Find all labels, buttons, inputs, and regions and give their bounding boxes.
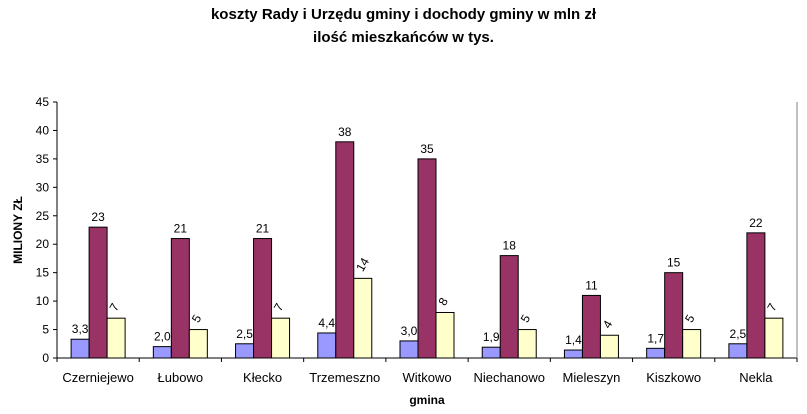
data-label-series-1: 4,4 bbox=[318, 316, 335, 330]
bar-series-2-kłecko bbox=[253, 238, 273, 359]
data-label-series-1: 2,0 bbox=[154, 330, 171, 344]
y-tick-label: 30 bbox=[36, 180, 50, 194]
data-label-series-3: 8 bbox=[435, 295, 451, 308]
x-axis-title: gmina bbox=[409, 393, 445, 407]
data-label-series-2: 21 bbox=[174, 222, 188, 236]
y-tick-label: 20 bbox=[36, 237, 50, 251]
bar-series-1-niechanowo bbox=[481, 346, 501, 359]
bar-series-1-trzemeszno bbox=[317, 332, 337, 359]
bar-series-3-trzemeszno bbox=[353, 277, 373, 359]
data-label-series-3: 5 bbox=[518, 312, 534, 325]
bar-series-2-mieleszyn bbox=[581, 294, 601, 359]
x-tick-label: Niechanowo bbox=[473, 370, 545, 385]
chart-title-line-1: koszty Rady i Urzędu gminy i dochody gmi… bbox=[210, 6, 597, 23]
bar-series-3-niechanowo bbox=[517, 329, 537, 359]
data-label-series-1: 1,7 bbox=[647, 331, 664, 345]
bar-series-2-niechanowo bbox=[499, 255, 519, 359]
bar-series-2-czerniejewo bbox=[88, 226, 108, 359]
data-label-series-3: 7 bbox=[764, 301, 780, 314]
data-label-series-2: 21 bbox=[256, 222, 270, 236]
bar-series-3-nekla bbox=[764, 317, 784, 359]
y-tick-label: 0 bbox=[42, 351, 49, 365]
bar-series-1-kłecko bbox=[235, 343, 255, 359]
x-tick-label: Łubowo bbox=[158, 370, 204, 385]
bar-series-1-czerniejewo bbox=[70, 338, 90, 359]
x-tick-label: Nekla bbox=[739, 370, 773, 385]
data-label-series-1: 2,5 bbox=[236, 327, 253, 341]
y-tick-label: 40 bbox=[36, 123, 50, 137]
data-label-series-3: 4 bbox=[600, 318, 616, 331]
bar-series-2-witkowo bbox=[417, 158, 437, 359]
data-label-series-2: 23 bbox=[91, 210, 105, 224]
x-tick-label: Kłecko bbox=[243, 370, 282, 385]
bar-series-3-kłecko bbox=[271, 317, 291, 359]
y-tick-label: 45 bbox=[36, 95, 50, 109]
data-label-series-2: 11 bbox=[585, 278, 598, 292]
bar-series-2-łubowo bbox=[170, 238, 190, 359]
bar-series-1-witkowo bbox=[399, 340, 419, 359]
data-label-series-2: 38 bbox=[338, 125, 352, 139]
data-label-series-2: 22 bbox=[749, 216, 763, 230]
bar-series-1-łubowo bbox=[152, 346, 172, 359]
data-label-series-3: 5 bbox=[682, 312, 698, 325]
bar-series-2-trzemeszno bbox=[335, 141, 355, 359]
chart-title-line-2: ilość mieszkańców w tys. bbox=[313, 29, 494, 46]
data-label-series-3: 7 bbox=[107, 301, 123, 314]
data-label-series-1: 2,5 bbox=[730, 327, 747, 341]
data-label-series-2: 18 bbox=[503, 239, 517, 253]
y-tick-label: 5 bbox=[42, 323, 49, 337]
data-label-series-3: 5 bbox=[189, 312, 205, 325]
bar-series-3-kiszkowo bbox=[682, 329, 702, 359]
bar-series-3-czerniejewo bbox=[106, 317, 126, 359]
x-tick-label: Mieleszyn bbox=[563, 370, 621, 385]
y-tick-label: 35 bbox=[36, 152, 50, 166]
y-tick-label: 10 bbox=[36, 294, 50, 308]
bar-series-2-nekla bbox=[746, 232, 766, 359]
x-tick-label: Witkowo bbox=[402, 370, 451, 385]
x-tick-label: Czerniejewo bbox=[62, 370, 134, 385]
data-label-series-3: 7 bbox=[271, 301, 287, 314]
data-label-series-1: 1,9 bbox=[483, 330, 500, 344]
bar-series-2-kiszkowo bbox=[664, 272, 684, 359]
bar-series-1-nekla bbox=[728, 343, 748, 359]
data-label-series-2: 15 bbox=[667, 256, 681, 270]
bar-series-3-witkowo bbox=[435, 311, 455, 359]
data-label-series-1: 3,3 bbox=[72, 322, 89, 336]
y-tick-label: 15 bbox=[36, 266, 50, 280]
y-tick-label: 25 bbox=[36, 209, 50, 223]
data-label-series-1: 1,4 bbox=[565, 333, 582, 347]
bar-series-3-mieleszyn bbox=[599, 334, 619, 359]
bar-series-1-mieleszyn bbox=[563, 349, 583, 359]
x-tick-label: Kiszkowo bbox=[646, 370, 701, 385]
data-label-series-3: 14 bbox=[353, 255, 372, 274]
data-label-series-2: 35 bbox=[420, 142, 434, 156]
data-label-series-1: 3,0 bbox=[401, 324, 418, 338]
bar-series-1-kiszkowo bbox=[646, 347, 666, 359]
x-tick-label: Trzemeszno bbox=[309, 370, 380, 385]
y-axis-title: MILIONY ZŁ bbox=[11, 196, 25, 264]
bar-series-3-łubowo bbox=[188, 329, 208, 359]
